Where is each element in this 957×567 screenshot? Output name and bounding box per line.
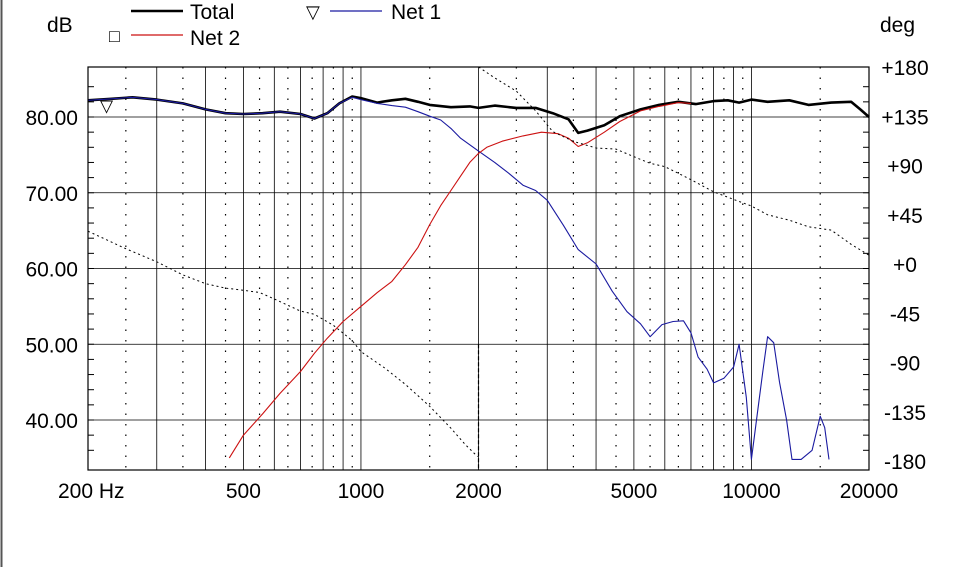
y2-tick-label: +45 xyxy=(887,205,923,228)
series-line-total-phase xyxy=(478,66,870,256)
y2-tick-label: -135 xyxy=(884,402,926,425)
legend-net2-label: Net 2 xyxy=(190,27,240,50)
legend-total-label: Total xyxy=(190,1,234,24)
y2-tick-labels: +180 +135 +90 +45 +0 -45 -90 -135 -180 xyxy=(881,57,928,474)
x-tick-label: 1000 xyxy=(338,480,385,503)
y-tick-label: 80.00 xyxy=(25,107,78,130)
y2-tick-label: +0 xyxy=(893,254,917,277)
y2-tick-label: +90 xyxy=(887,156,923,179)
y-tick-labels: 80.00 70.00 60.00 50.00 40.00 xyxy=(25,107,78,433)
x-tick-label: 500 xyxy=(226,480,261,503)
y-tick-label: 40.00 xyxy=(25,410,78,433)
right-axis-title: deg xyxy=(880,14,915,37)
y-tick-label: 50.00 xyxy=(25,334,78,357)
y2-tick-label: -45 xyxy=(890,303,920,326)
x-tick-labels: 200 Hz 500 1000 2000 5000 10000 20000 xyxy=(58,480,898,503)
plot-frame xyxy=(87,66,870,471)
y2-tick-label: +180 xyxy=(881,57,928,80)
x-tick-label: 10000 xyxy=(722,480,780,503)
legend-net1-label: Net 1 xyxy=(391,1,441,24)
series-line-net-2 xyxy=(228,102,692,459)
left-axis-title: dB xyxy=(47,14,73,37)
legend: Total ▽ Net 1 □ Net 2 xyxy=(109,1,441,50)
y2-tick-label: +135 xyxy=(881,106,928,129)
legend-net1-marker: ▽ xyxy=(306,2,320,22)
y2-tick-label: -180 xyxy=(884,451,926,474)
y2-tick-label: -90 xyxy=(890,353,920,376)
series-line-total-phase xyxy=(87,230,478,457)
plot-series: ▽ xyxy=(87,66,870,470)
y-tick-label: 60.00 xyxy=(25,259,78,282)
y-tick-label: 70.00 xyxy=(25,183,78,206)
grid xyxy=(87,67,869,470)
x-tick-label: 20000 xyxy=(840,480,898,503)
legend-net2-marker: □ xyxy=(109,26,120,46)
x-tick-label: 2000 xyxy=(455,480,502,503)
x-tick-label: 5000 xyxy=(611,480,658,503)
series-line-net-1 xyxy=(87,96,830,460)
x-tick-label: 200 Hz xyxy=(58,480,125,503)
net1-curve-marker: ▽ xyxy=(100,96,114,115)
